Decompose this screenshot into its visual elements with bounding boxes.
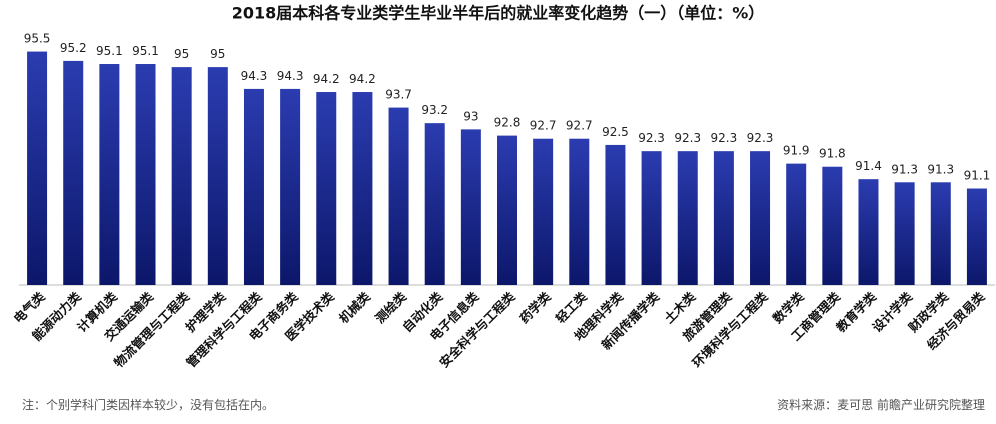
value-label: 95.5 bbox=[24, 32, 51, 46]
bar bbox=[171, 67, 192, 285]
value-label: 95 bbox=[174, 47, 189, 61]
bar bbox=[894, 182, 915, 285]
value-label: 92.3 bbox=[638, 131, 665, 145]
bar bbox=[352, 92, 373, 286]
bar bbox=[930, 182, 951, 285]
value-label: 92.3 bbox=[747, 131, 774, 145]
value-label: 92.5 bbox=[602, 125, 629, 139]
value-label: 95.1 bbox=[96, 44, 123, 58]
bar bbox=[99, 64, 120, 285]
bar bbox=[63, 60, 84, 286]
bar bbox=[750, 151, 771, 285]
value-label: 92.3 bbox=[674, 131, 701, 145]
value-label: 94.2 bbox=[313, 72, 340, 86]
x-tick-label: 药学类 bbox=[517, 289, 554, 326]
bar bbox=[243, 88, 264, 285]
value-label: 92.7 bbox=[530, 119, 557, 133]
value-label: 92.3 bbox=[711, 131, 738, 145]
bar bbox=[677, 151, 698, 285]
bar bbox=[135, 64, 156, 285]
bar bbox=[641, 151, 662, 285]
bar bbox=[569, 138, 590, 285]
value-label: 93.7 bbox=[385, 88, 412, 102]
value-label: 92.7 bbox=[566, 119, 593, 133]
bar bbox=[280, 88, 301, 285]
bar bbox=[27, 51, 48, 285]
value-label: 91.8 bbox=[819, 147, 846, 161]
value-label: 95 bbox=[210, 47, 225, 61]
value-label: 92.8 bbox=[494, 116, 521, 130]
bar bbox=[424, 123, 445, 286]
bar bbox=[966, 188, 987, 285]
bar bbox=[388, 107, 409, 286]
value-label: 95.2 bbox=[60, 41, 87, 55]
value-label: 94.3 bbox=[241, 69, 268, 83]
value-label: 93 bbox=[463, 109, 478, 123]
x-tick-label: 机械类 bbox=[336, 289, 373, 326]
bar bbox=[207, 67, 228, 285]
note: 注：个别学科门类因样本较少，没有包括在内。 bbox=[22, 397, 274, 412]
value-label: 93.2 bbox=[421, 103, 448, 117]
bar bbox=[533, 138, 554, 285]
bar bbox=[460, 129, 481, 285]
bar bbox=[497, 135, 517, 285]
value-label: 94.3 bbox=[277, 69, 304, 83]
chart-title: 2018届本科各专业类学生毕业半年后的就业率变化趋势（一）（单位：%） bbox=[232, 4, 765, 23]
value-label: 94.2 bbox=[349, 72, 376, 86]
bar bbox=[713, 151, 734, 285]
bar bbox=[605, 144, 626, 285]
value-label: 91.3 bbox=[927, 162, 954, 176]
value-label: 91.9 bbox=[783, 144, 810, 158]
value-label: 91.4 bbox=[855, 159, 882, 173]
bar bbox=[786, 163, 807, 285]
bar bbox=[858, 179, 879, 285]
bar bbox=[822, 166, 843, 285]
value-label: 91.1 bbox=[964, 169, 991, 183]
value-label: 91.3 bbox=[891, 162, 918, 176]
source: 资料来源：麦可思 前瞻产业研究院整理 bbox=[777, 397, 985, 412]
bar bbox=[316, 92, 337, 286]
value-label: 95.1 bbox=[132, 44, 159, 58]
